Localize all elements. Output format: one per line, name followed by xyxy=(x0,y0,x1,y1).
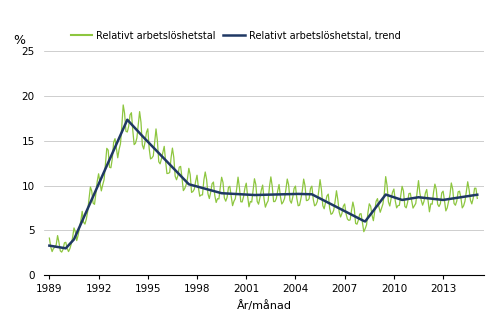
Text: %: % xyxy=(14,34,26,47)
X-axis label: År/månad: År/månad xyxy=(237,300,292,311)
Legend: Relativt arbetslöshetstal, Relativt arbetslöshetstal, trend: Relativt arbetslöshetstal, Relativt arbe… xyxy=(67,27,404,45)
